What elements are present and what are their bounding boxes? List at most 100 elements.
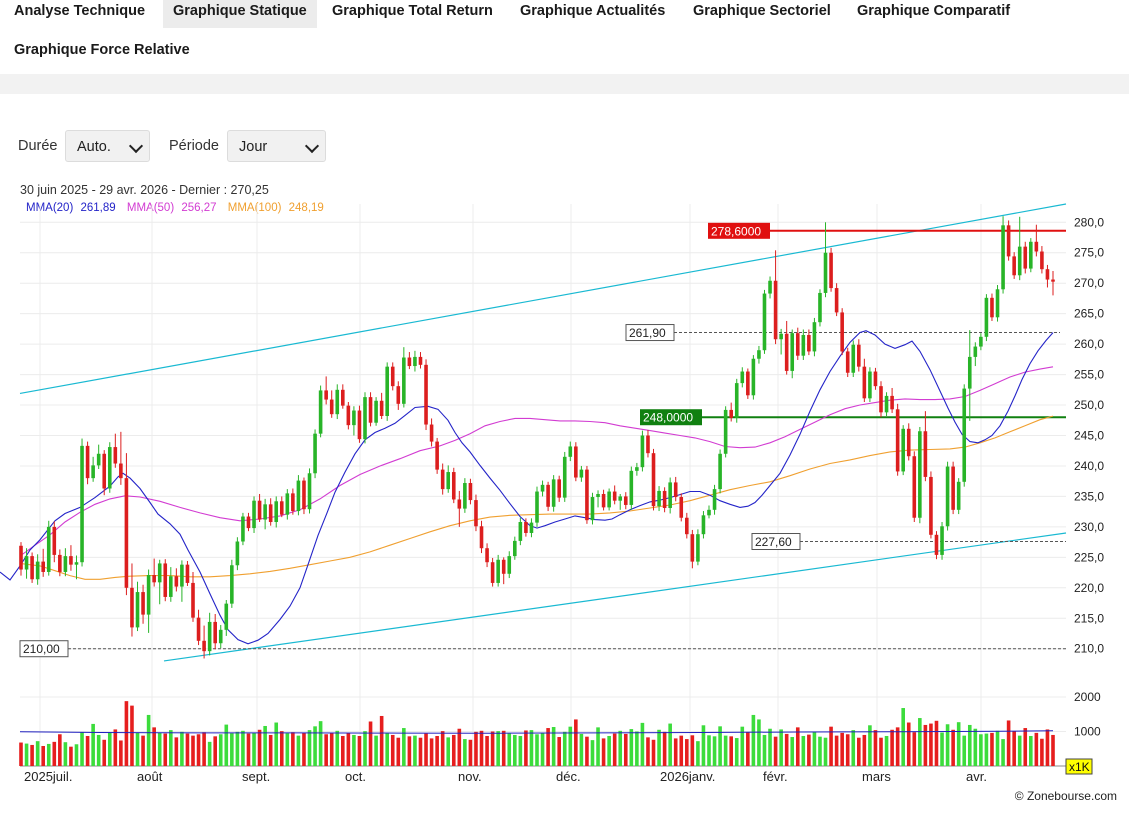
volume-bar <box>607 735 611 766</box>
volume-bar <box>241 730 245 766</box>
candle-down <box>102 453 107 489</box>
volume-bar <box>1023 728 1028 766</box>
price-tick-label: 225,0 <box>1074 550 1104 564</box>
tab-graphique-force-relative[interactable]: Graphique Force Relative <box>14 42 190 58</box>
volume-bar <box>912 732 917 766</box>
volume-bar <box>230 733 234 766</box>
candle-up <box>640 435 645 468</box>
volume-bar <box>130 705 134 766</box>
price-tick-label: 265,0 <box>1074 307 1104 321</box>
candle-up <box>718 453 722 490</box>
tab-analyse-technique[interactable]: Analyse Technique <box>14 3 146 19</box>
volume-bar <box>19 742 23 766</box>
volume-bar <box>74 744 79 766</box>
candle-up <box>263 504 267 520</box>
volume-bar <box>956 722 961 766</box>
chevron-down-icon <box>128 138 144 154</box>
volume-bar <box>662 731 667 766</box>
candle-down <box>784 333 789 371</box>
candle-up <box>901 428 905 472</box>
candle-up <box>757 350 761 359</box>
volume-bar <box>873 730 878 766</box>
candle-up <box>230 565 234 604</box>
x-tick-label: nov. <box>458 769 482 784</box>
candle-down <box>357 410 362 440</box>
candle-down <box>1012 256 1016 276</box>
candle-down <box>934 534 939 555</box>
volume-bar <box>1034 732 1039 766</box>
volume-bar <box>91 723 95 766</box>
candle-down <box>69 556 73 565</box>
volume-bar <box>468 739 473 766</box>
price-tick-label: 215,0 <box>1074 611 1104 625</box>
x-tick-label: août <box>137 769 163 784</box>
candle-up <box>596 493 600 498</box>
candle-up <box>446 472 451 490</box>
volume-average-line <box>19 730 1054 734</box>
volume-bar <box>507 733 512 766</box>
volume-bar <box>407 736 412 766</box>
volume-bar <box>191 735 195 766</box>
candle-down <box>440 469 445 490</box>
volume-bar <box>451 734 456 766</box>
candle-down <box>468 483 473 501</box>
candle-up <box>696 534 700 562</box>
candle-up <box>701 515 706 535</box>
volume-bar <box>574 719 578 766</box>
candle-up <box>868 371 872 399</box>
dashed-level-tag <box>19 640 69 658</box>
candle-down <box>834 288 839 313</box>
volume-bar <box>923 724 928 766</box>
tab-graphique-comparatif[interactable]: Graphique Comparatif <box>857 3 1011 19</box>
volume-bar <box>535 734 539 766</box>
candle-up <box>535 491 539 523</box>
volume-bar <box>640 722 645 766</box>
duree-value: Auto. <box>77 139 111 155</box>
duree-select[interactable]: Auto. <box>65 130 150 162</box>
volume-bar <box>279 731 284 766</box>
candle-down <box>291 493 295 512</box>
candle-down <box>257 500 262 520</box>
volume-bar <box>274 722 279 766</box>
dashed-level-label: 227,60 <box>755 535 792 549</box>
volume-bar <box>180 731 184 766</box>
x-tick-label: déc. <box>556 769 581 784</box>
candle-down <box>302 480 306 510</box>
candle-down <box>130 587 134 628</box>
volume-bar <box>551 727 556 766</box>
candle-down <box>557 479 561 498</box>
tab-graphique-statique[interactable]: Graphique Statique <box>163 0 317 28</box>
candle-up <box>607 491 611 508</box>
candle-down <box>879 386 883 413</box>
volume-bar <box>524 730 528 766</box>
tab-graphique-total-return[interactable]: Graphique Total Return <box>332 3 493 19</box>
volume-bar <box>601 738 606 766</box>
candle-up <box>146 575 151 615</box>
volume-bar <box>701 725 706 766</box>
periode-select[interactable]: Jour <box>227 130 326 162</box>
candle-down <box>185 564 190 583</box>
volume-bar <box>1017 735 1022 766</box>
candle-up <box>363 397 367 440</box>
candle-up <box>823 252 828 293</box>
candle-up <box>274 501 279 523</box>
volume-bar <box>629 729 634 766</box>
volume-bar <box>318 721 323 766</box>
candle-down <box>58 554 62 572</box>
volume-bar <box>951 729 955 766</box>
volume-bar <box>807 734 811 766</box>
price-tick-label: 220,0 <box>1074 581 1104 595</box>
candle-down <box>163 563 168 597</box>
candle-up <box>313 433 317 474</box>
volume-bar <box>590 740 595 766</box>
volume-bar <box>901 708 905 766</box>
tab-graphique-actualites[interactable]: Graphique Actualités <box>520 3 666 19</box>
volume-bar <box>801 735 806 766</box>
candle-down <box>840 312 844 352</box>
volume-bar <box>135 732 140 766</box>
volume-bar <box>651 739 656 766</box>
mma20-line <box>0 330 1054 645</box>
candle-down <box>407 357 412 367</box>
tab-graphique-sectoriel[interactable]: Graphique Sectoriel <box>693 3 831 19</box>
volume-bar <box>435 735 439 766</box>
